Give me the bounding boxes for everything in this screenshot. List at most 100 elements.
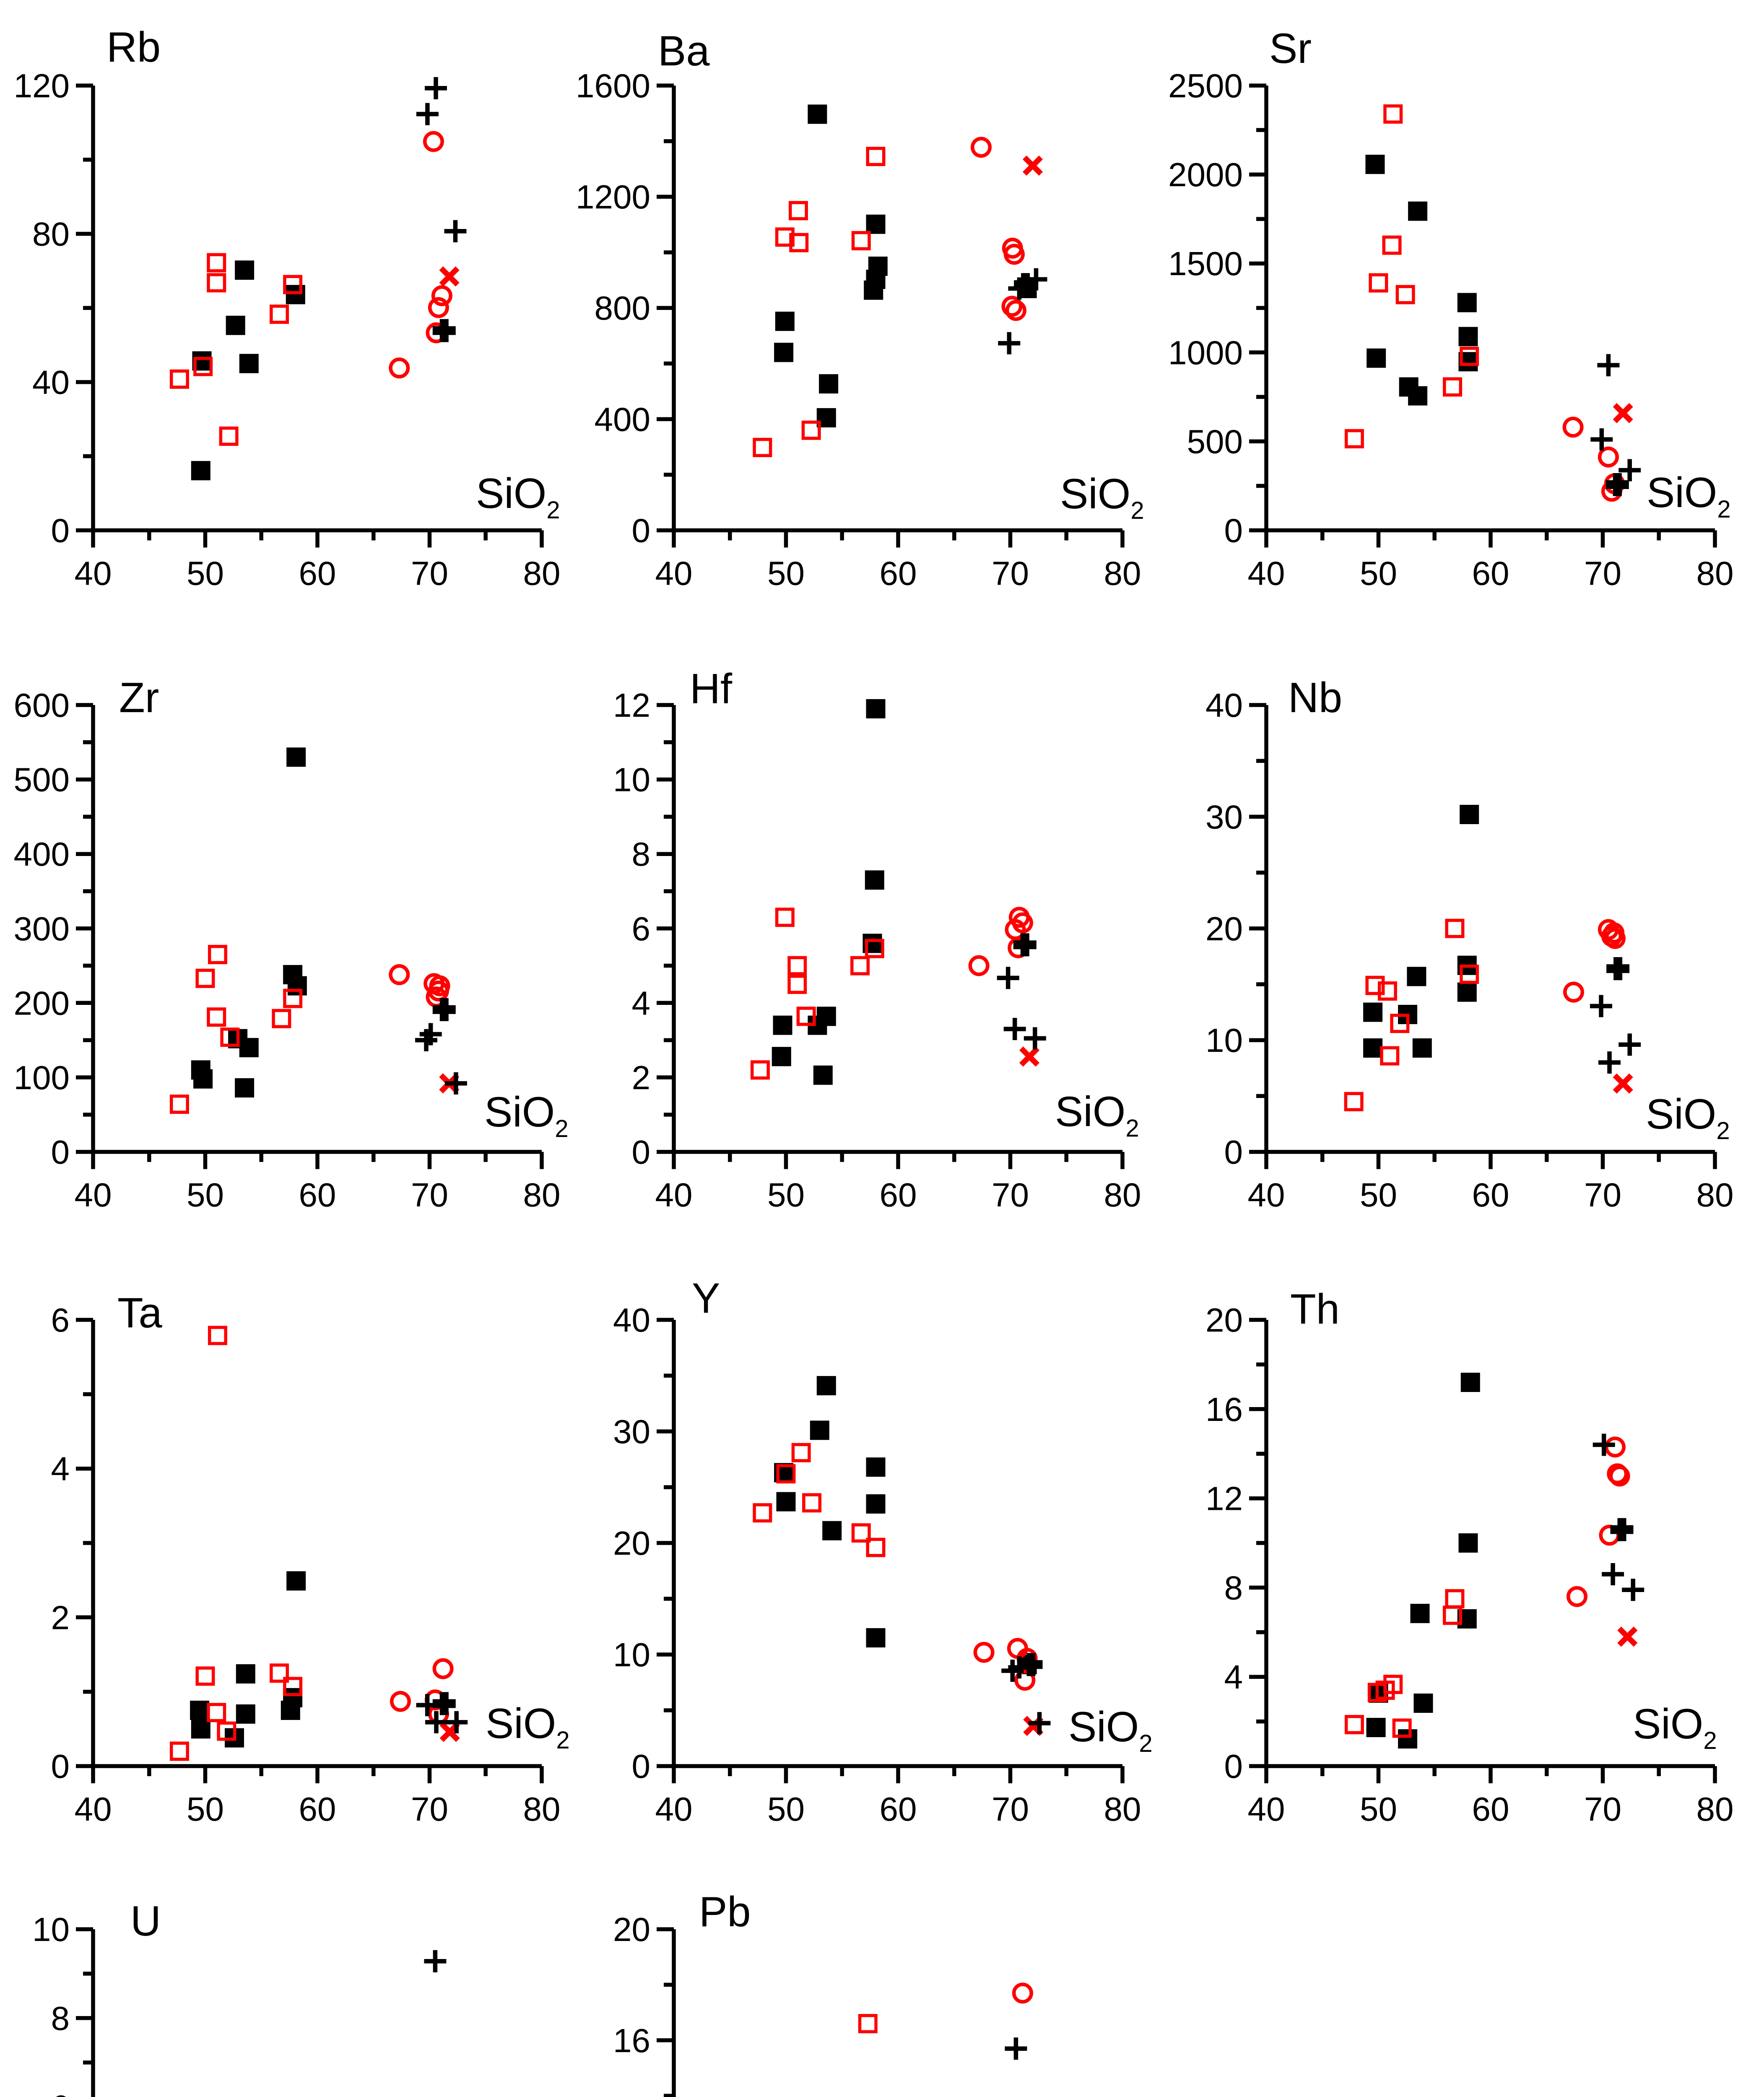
svg-text:200: 200	[14, 984, 70, 1022]
svg-text:1200: 1200	[576, 178, 650, 216]
svg-text:8: 8	[1224, 1569, 1243, 1606]
svg-text:SiO2: SiO2	[476, 470, 560, 524]
svg-text:4: 4	[1224, 1658, 1243, 1696]
svg-text:12: 12	[613, 687, 650, 724]
svg-text:SiO2: SiO2	[1068, 1704, 1153, 1757]
svg-text:Th: Th	[1290, 1286, 1340, 1333]
svg-text:40: 40	[1248, 1790, 1285, 1828]
svg-text:60: 60	[880, 1176, 917, 1214]
svg-text:70: 70	[992, 555, 1029, 592]
svg-text:0: 0	[632, 512, 651, 549]
svg-text:60: 60	[1472, 555, 1509, 592]
svg-text:2000: 2000	[1168, 156, 1243, 193]
svg-text:0: 0	[51, 512, 70, 549]
svg-text:Nb: Nb	[1288, 674, 1342, 721]
svg-text:80: 80	[1696, 1790, 1734, 1828]
svg-text:80: 80	[523, 555, 561, 592]
svg-text:6: 6	[51, 2089, 70, 2097]
svg-text:500: 500	[1187, 423, 1243, 460]
svg-text:10: 10	[613, 1636, 650, 1673]
svg-text:4: 4	[632, 984, 651, 1022]
svg-text:400: 400	[595, 401, 650, 438]
svg-text:70: 70	[1584, 555, 1621, 592]
svg-text:10: 10	[613, 761, 650, 799]
svg-text:0: 0	[632, 1748, 651, 1785]
svg-text:20: 20	[1205, 1301, 1243, 1339]
svg-text:70: 70	[1584, 1176, 1621, 1214]
svg-text:60: 60	[880, 555, 917, 592]
svg-text:20: 20	[1205, 910, 1243, 947]
svg-text:Pb: Pb	[699, 1889, 751, 1936]
svg-text:50: 50	[1360, 555, 1397, 592]
svg-text:16: 16	[613, 2022, 650, 2059]
svg-text:70: 70	[411, 555, 448, 592]
svg-text:70: 70	[992, 1176, 1029, 1214]
svg-text:Ta: Ta	[117, 1290, 163, 1337]
svg-text:80: 80	[1696, 555, 1734, 592]
svg-text:60: 60	[880, 1790, 917, 1828]
svg-text:SiO2: SiO2	[1647, 469, 1731, 523]
svg-text:40: 40	[1248, 555, 1285, 592]
svg-text:70: 70	[411, 1790, 448, 1828]
svg-text:1000: 1000	[1168, 334, 1243, 371]
svg-text:Hf: Hf	[690, 666, 733, 713]
svg-text:120: 120	[14, 67, 70, 104]
svg-text:50: 50	[1360, 1176, 1397, 1214]
svg-text:80: 80	[1696, 1176, 1734, 1214]
svg-text:0: 0	[632, 1134, 651, 1171]
svg-text:40: 40	[613, 1301, 650, 1339]
svg-text:1600: 1600	[576, 67, 650, 104]
svg-text:SiO2: SiO2	[1646, 1091, 1730, 1145]
svg-text:80: 80	[1104, 555, 1141, 592]
svg-text:0: 0	[51, 1748, 70, 1785]
svg-text:30: 30	[613, 1413, 650, 1450]
svg-text:40: 40	[1248, 1176, 1285, 1214]
svg-text:SiO2: SiO2	[1633, 1701, 1717, 1754]
svg-text:50: 50	[187, 555, 224, 592]
svg-text:50: 50	[767, 1790, 805, 1828]
svg-text:0: 0	[51, 1134, 70, 1171]
svg-text:40: 40	[1205, 687, 1243, 724]
svg-text:70: 70	[992, 1790, 1029, 1828]
svg-text:SiO2: SiO2	[1060, 471, 1144, 524]
svg-text:10: 10	[32, 1911, 70, 1948]
svg-text:4: 4	[51, 1450, 70, 1488]
svg-text:0: 0	[1224, 1134, 1243, 1171]
svg-text:80: 80	[1104, 1176, 1141, 1214]
svg-text:SiO2: SiO2	[484, 1089, 569, 1142]
svg-text:50: 50	[187, 1176, 224, 1214]
svg-text:10: 10	[1205, 1022, 1243, 1059]
svg-text:40: 40	[655, 1790, 693, 1828]
svg-text:40: 40	[75, 1790, 112, 1828]
svg-text:1500: 1500	[1168, 245, 1243, 282]
svg-text:600: 600	[14, 687, 70, 724]
svg-text:2: 2	[632, 1059, 651, 1096]
svg-text:40: 40	[75, 555, 112, 592]
svg-text:80: 80	[32, 216, 70, 253]
svg-text:80: 80	[523, 1176, 561, 1214]
svg-text:50: 50	[767, 555, 805, 592]
svg-text:Zr: Zr	[119, 674, 159, 721]
svg-text:Rb: Rb	[107, 24, 161, 71]
svg-text:40: 40	[655, 555, 693, 592]
svg-text:Y: Y	[692, 1275, 720, 1322]
svg-text:8: 8	[632, 835, 651, 873]
svg-text:2500: 2500	[1168, 67, 1243, 104]
svg-text:0: 0	[1224, 512, 1243, 549]
svg-text:50: 50	[767, 1176, 805, 1214]
svg-text:30: 30	[1205, 798, 1243, 835]
svg-text:80: 80	[1104, 1790, 1141, 1828]
svg-text:2: 2	[51, 1599, 70, 1636]
svg-text:12: 12	[1205, 1480, 1243, 1517]
svg-text:60: 60	[299, 555, 336, 592]
svg-text:800: 800	[595, 289, 650, 327]
svg-text:50: 50	[187, 1790, 224, 1828]
svg-text:50: 50	[1360, 1790, 1397, 1828]
svg-text:400: 400	[14, 835, 70, 873]
svg-text:Ba: Ba	[658, 28, 710, 75]
svg-text:300: 300	[14, 910, 70, 947]
svg-text:Sr: Sr	[1269, 25, 1312, 72]
svg-text:80: 80	[523, 1790, 561, 1828]
svg-text:U: U	[130, 1898, 161, 1945]
svg-text:70: 70	[411, 1176, 448, 1214]
